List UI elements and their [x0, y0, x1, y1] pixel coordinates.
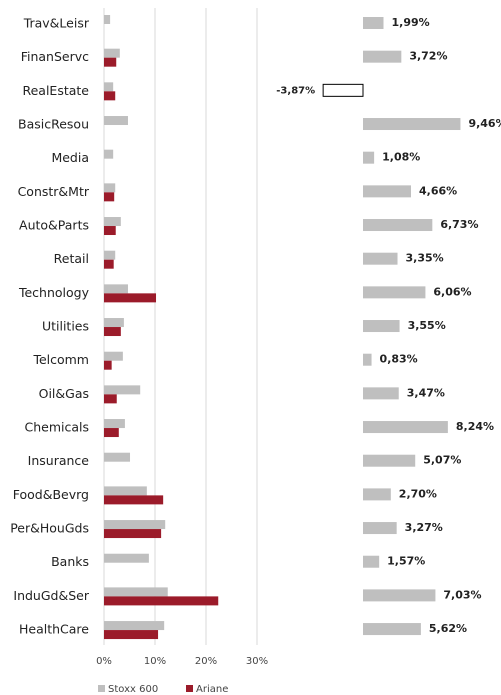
category-label: Banks — [51, 554, 89, 569]
bar — [104, 621, 165, 631]
value-label: 3,27% — [405, 521, 443, 534]
bar — [104, 226, 116, 236]
bar — [104, 284, 128, 294]
bar — [104, 452, 131, 462]
category-label: Oil&Gas — [39, 386, 89, 401]
value-label: 3,55% — [408, 319, 446, 332]
bar — [363, 387, 399, 400]
bar — [104, 587, 168, 597]
bar — [104, 351, 123, 361]
bar — [104, 250, 116, 260]
legend-label: Ariane — [196, 684, 228, 695]
bar — [363, 118, 461, 131]
bar — [104, 520, 166, 530]
bar — [104, 192, 115, 202]
value-label: 2,70% — [399, 487, 437, 500]
bar — [363, 488, 391, 501]
bar — [104, 318, 124, 328]
value-label: 0,83% — [380, 353, 418, 366]
bar — [104, 217, 121, 227]
value-label: 5,07% — [423, 454, 461, 467]
bar — [363, 50, 402, 63]
bar — [363, 320, 400, 333]
category-label: Chemicals — [24, 420, 89, 435]
category-label: Retail — [54, 251, 89, 266]
category-label: Media — [51, 150, 89, 165]
bar — [363, 421, 448, 434]
bar — [104, 394, 117, 404]
bar — [104, 360, 112, 370]
category-label: Auto&Parts — [19, 218, 89, 233]
bar — [104, 495, 164, 505]
value-label: 3,72% — [409, 50, 447, 63]
value-label: 3,35% — [406, 252, 444, 265]
legend-swatch — [98, 685, 105, 692]
category-label: FinanServc — [21, 49, 89, 64]
value-label: 1,08% — [382, 151, 420, 164]
bar — [104, 57, 117, 67]
bar — [363, 17, 384, 29]
x-tick-label: 10% — [144, 656, 166, 667]
bar — [104, 630, 159, 640]
value-label: 1,99% — [391, 16, 429, 29]
bar — [104, 529, 162, 539]
bar — [363, 252, 398, 265]
bar — [104, 293, 157, 303]
bar — [104, 596, 219, 606]
value-label: -3,87% — [276, 85, 315, 96]
bar — [104, 419, 125, 429]
bar — [104, 116, 128, 126]
value-label: 4,66% — [419, 184, 457, 197]
category-label: BasicResou — [18, 117, 89, 132]
value-label: 9,46% — [468, 117, 501, 130]
bar — [104, 48, 120, 58]
bar — [104, 15, 111, 24]
bar — [363, 555, 380, 568]
category-label: Technology — [18, 285, 90, 300]
value-label: 6,06% — [433, 285, 471, 298]
bar — [363, 353, 372, 366]
bar — [104, 486, 147, 496]
value-label: 1,57% — [387, 555, 425, 568]
bar — [104, 149, 114, 159]
category-label: Per&HouGds — [10, 521, 89, 536]
bar — [104, 82, 114, 92]
category-label: InduGd&Ser — [13, 588, 89, 603]
category-label: Telcomm — [32, 352, 89, 367]
category-label: Insurance — [28, 453, 90, 468]
category-label: Utilities — [42, 319, 89, 334]
bar — [104, 259, 114, 269]
category-label: Food&Bevrg — [13, 487, 89, 502]
bar — [363, 286, 426, 299]
bar — [104, 91, 116, 101]
x-tick-label: 0% — [96, 656, 112, 667]
value-label: 5,62% — [429, 622, 467, 635]
bar — [363, 185, 411, 198]
x-tick-label: 20% — [195, 656, 217, 667]
bar — [363, 589, 436, 602]
bar — [322, 83, 364, 97]
bar — [104, 553, 149, 563]
x-tick-label: 30% — [246, 656, 268, 667]
legend-swatch — [186, 685, 193, 692]
bar — [104, 183, 116, 193]
bar — [363, 454, 416, 467]
value-label: 8,24% — [456, 420, 494, 433]
category-label: RealEstate — [22, 83, 89, 98]
bar — [363, 623, 421, 636]
bar — [363, 219, 433, 232]
category-label: HealthCare — [19, 622, 89, 637]
bar — [104, 385, 141, 395]
value-label: 6,73% — [440, 218, 478, 231]
bar — [363, 522, 397, 535]
legend-label: Stoxx 600 — [108, 684, 158, 695]
bar — [104, 327, 121, 337]
bar — [104, 428, 119, 438]
bar — [363, 151, 375, 164]
value-label: 7,03% — [443, 588, 481, 601]
value-label: 3,47% — [407, 386, 445, 399]
category-label: Trav&Leisr — [23, 16, 90, 31]
category-label: Constr&Mtr — [18, 184, 90, 199]
